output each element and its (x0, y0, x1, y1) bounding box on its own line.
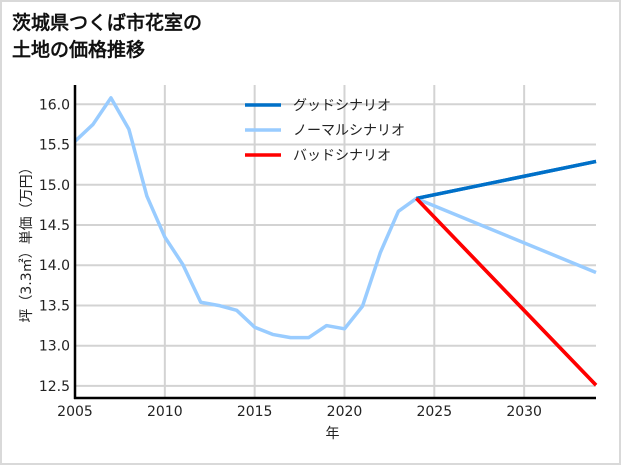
y-axis-label: 坪（3.3㎡）単価（万円） (19, 160, 35, 322)
x-tick-label: 2010 (147, 404, 183, 420)
series-line (415, 197, 598, 387)
y-tick-label: 16.0 (39, 97, 70, 113)
series-line (73, 96, 597, 340)
x-tick-label: 2020 (327, 404, 363, 420)
legend-label: グッドシナリオ (293, 98, 391, 114)
y-tick-label: 13.5 (39, 298, 70, 314)
y-tick-label: 13.0 (39, 339, 70, 355)
legend-label: ノーマルシナリオ (293, 123, 405, 139)
chart-title: 茨城県つくば市花室の 土地の価格推移 (12, 10, 202, 64)
series-line (415, 159, 597, 201)
x-axis-label: 年 (326, 426, 340, 442)
x-tick-label: 2015 (237, 404, 273, 420)
x-tick-label: 2030 (506, 404, 542, 420)
x-tick-label: 2025 (416, 404, 452, 420)
title-line-2: 土地の価格推移 (12, 39, 146, 61)
y-tick-label: 14.0 (39, 258, 70, 274)
title-line-1: 茨城県つくば市花室の (12, 12, 203, 34)
x-tick-label: 2005 (57, 404, 93, 420)
y-tick-label: 14.5 (39, 218, 70, 234)
y-tick-label: 12.5 (39, 379, 70, 395)
y-tick-label: 15.0 (39, 178, 70, 194)
y-tick-label: 15.5 (39, 138, 70, 154)
legend-label: バッドシナリオ (293, 148, 391, 164)
